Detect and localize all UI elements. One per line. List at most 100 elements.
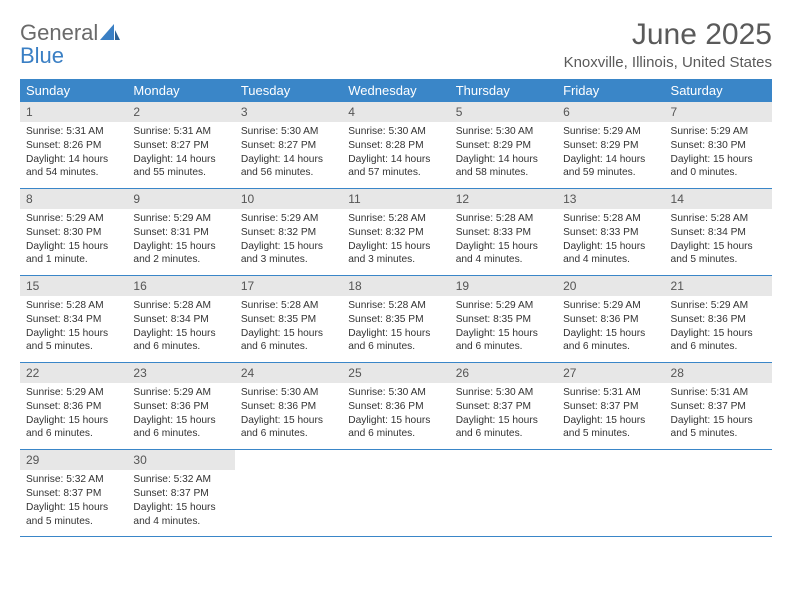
day-details: Sunrise: 5:28 AMSunset: 8:34 PMDaylight:… (665, 209, 772, 275)
sunrise-line: Sunrise: 5:29 AM (26, 212, 121, 226)
sunrise-line: Sunrise: 5:30 AM (241, 386, 336, 400)
day-details: Sunrise: 5:28 AMSunset: 8:32 PMDaylight:… (342, 209, 449, 275)
sunrise-line: Sunrise: 5:29 AM (563, 125, 658, 139)
sunset-line: Sunset: 8:37 PM (563, 400, 658, 414)
sunrise-line: Sunrise: 5:29 AM (241, 212, 336, 226)
daylight-line: Daylight: 15 hours and 6 minutes. (348, 414, 443, 442)
day-details: Sunrise: 5:28 AMSunset: 8:33 PMDaylight:… (450, 209, 557, 275)
header: General Blue June 2025 Knoxville, Illino… (20, 18, 772, 71)
calendar-day (450, 450, 557, 536)
daylight-line: Daylight: 14 hours and 54 minutes. (26, 153, 121, 181)
calendar-day (342, 450, 449, 536)
calendar-day (235, 450, 342, 536)
sunrise-line: Sunrise: 5:30 AM (456, 125, 551, 139)
calendar-day (665, 450, 772, 536)
sunrise-line: Sunrise: 5:28 AM (241, 299, 336, 313)
sunrise-line: Sunrise: 5:29 AM (133, 212, 228, 226)
daylight-line: Daylight: 15 hours and 6 minutes. (26, 414, 121, 442)
calendar-day: 9Sunrise: 5:29 AMSunset: 8:31 PMDaylight… (127, 189, 234, 275)
day-details: Sunrise: 5:31 AMSunset: 8:37 PMDaylight:… (557, 383, 664, 449)
dow-monday: Monday (127, 79, 234, 102)
title-block: June 2025 Knoxville, Illinois, United St… (564, 18, 772, 71)
day-details: Sunrise: 5:28 AMSunset: 8:33 PMDaylight:… (557, 209, 664, 275)
logo-word-1: General (20, 20, 98, 45)
calendar-week: 29 Sunrise: 5:32 AMSunset: 8:37 PM Dayligh… (20, 450, 772, 537)
day-number: 24 (235, 363, 342, 383)
day-details: Sunrise: 5:30 AMSunset: 8:27 PMDaylight:… (235, 122, 342, 188)
sunset-line: Sunset: 8:34 PM (26, 313, 121, 327)
sunrise-line: Sunrise: 5:29 AM (456, 299, 551, 313)
calendar-week: 22Sunrise: 5:29 AMSunset: 8:36 PMDayligh… (20, 363, 772, 450)
day-number: 27 (557, 363, 664, 383)
daylight-line: Daylight: 15 hours and 4 minutes. (563, 240, 658, 268)
day-number: 29 (20, 450, 127, 470)
daylight-line: Daylight: 15 hours and 5 minutes. (671, 240, 766, 268)
daylight-line: Daylight: 15 hours and 5 minutes. (26, 327, 121, 355)
daylight-line: Daylight: 15 hours and 6 minutes. (241, 414, 336, 442)
day-number: 6 (557, 102, 664, 122)
sail-icon (100, 24, 120, 45)
day-details: Sunrise: 5:30 AMSunset: 8:37 PMDaylight:… (450, 383, 557, 449)
calendar-day: 16Sunrise: 5:28 AMSunset: 8:34 PMDayligh… (127, 276, 234, 362)
daylight-line: Daylight: 15 hours and 5 minutes. (563, 414, 658, 442)
daylight-line: Daylight: 15 hours and 4 minutes. (133, 501, 228, 529)
daylight-line: Daylight: 15 hours and 6 minutes. (563, 327, 658, 355)
day-number: 3 (235, 102, 342, 122)
sunrise-line: Sunrise: 5:31 AM (563, 386, 658, 400)
calendar-day: 17Sunrise: 5:28 AMSunset: 8:35 PMDayligh… (235, 276, 342, 362)
day-details: Sunrise: 5:30 AMSunset: 8:36 PMDaylight:… (342, 383, 449, 449)
weeks-container: 1Sunrise: 5:31 AMSunset: 8:26 PMDaylight… (20, 102, 772, 537)
day-details: Sunrise: 5:31 AMSunset: 8:26 PMDaylight:… (20, 122, 127, 188)
sunrise-line: Sunrise: 5:30 AM (348, 386, 443, 400)
calendar-day: 14Sunrise: 5:28 AMSunset: 8:34 PMDayligh… (665, 189, 772, 275)
daylight-line: Daylight: 15 hours and 3 minutes. (241, 240, 336, 268)
day-number: 28 (665, 363, 772, 383)
calendar-day: 6Sunrise: 5:29 AMSunset: 8:29 PMDaylight… (557, 102, 664, 188)
day-details: Sunrise: 5:29 AMSunset: 8:31 PMDaylight:… (127, 209, 234, 275)
calendar-week: 15Sunrise: 5:28 AMSunset: 8:34 PMDayligh… (20, 276, 772, 363)
day-details: Sunrise: 5:29 AMSunset: 8:36 PMDaylight:… (557, 296, 664, 362)
calendar-day: 12Sunrise: 5:28 AMSunset: 8:33 PMDayligh… (450, 189, 557, 275)
day-number: 21 (665, 276, 772, 296)
daylight-line: Daylight: 14 hours and 57 minutes. (348, 153, 443, 181)
sunset-line: Sunset: 8:37 PM (671, 400, 766, 414)
day-details: Sunrise: 5:29 AMSunset: 8:36 PMDaylight:… (665, 296, 772, 362)
day-number: 12 (450, 189, 557, 209)
sunrise-line: Sunrise: 5:29 AM (563, 299, 658, 313)
sunset-line: Sunset: 8:37 PM (456, 400, 551, 414)
day-details: Sunrise: 5:28 AMSunset: 8:35 PMDaylight:… (235, 296, 342, 362)
dow-thursday: Thursday (450, 79, 557, 102)
sunset-line: Sunset: 8:29 PM (563, 139, 658, 153)
daylight-line: Daylight: 15 hours and 6 minutes. (348, 327, 443, 355)
calendar-day: 28Sunrise: 5:31 AMSunset: 8:37 PMDayligh… (665, 363, 772, 449)
sunset-line: Sunset: 8:32 PM (241, 226, 336, 240)
calendar-day: 8Sunrise: 5:29 AMSunset: 8:30 PMDaylight… (20, 189, 127, 275)
daylight-line: Daylight: 15 hours and 3 minutes. (348, 240, 443, 268)
daylight-line: Daylight: 15 hours and 1 minute. (26, 240, 121, 268)
sunrise-line: Sunrise: 5:30 AM (456, 386, 551, 400)
sunrise-line: Sunrise: 5:32 AM (26, 473, 121, 487)
sunset-line: Sunset: 8:26 PM (26, 139, 121, 153)
day-details: Sunrise: 5:28 AMSunset: 8:34 PMDaylight:… (127, 296, 234, 362)
daylight-line: Daylight: 15 hours and 4 minutes. (456, 240, 551, 268)
sunset-line: Sunset: 8:34 PM (133, 313, 228, 327)
daylight-line: Daylight: 15 hours and 6 minutes. (133, 414, 228, 442)
day-number: 9 (127, 189, 234, 209)
calendar-day: 2Sunrise: 5:31 AMSunset: 8:27 PMDaylight… (127, 102, 234, 188)
calendar-day: 25Sunrise: 5:30 AMSunset: 8:36 PMDayligh… (342, 363, 449, 449)
sunrise-line: Sunrise: 5:28 AM (26, 299, 121, 313)
day-number: 15 (20, 276, 127, 296)
day-number: 18 (342, 276, 449, 296)
day-details: Sunrise: 5:31 AMSunset: 8:27 PMDaylight:… (127, 122, 234, 188)
sunrise-line: Sunrise: 5:28 AM (456, 212, 551, 226)
sunset-line: Sunset: 8:34 PM (671, 226, 766, 240)
sunset-line: Sunset: 8:31 PM (133, 226, 228, 240)
sunset-line: Sunset: 8:30 PM (671, 139, 766, 153)
sunset-line: Sunset: 8:30 PM (26, 226, 121, 240)
day-number: 4 (342, 102, 449, 122)
sunrise-line: Sunrise: 5:28 AM (348, 212, 443, 226)
daylight-line: Daylight: 15 hours and 6 minutes. (133, 327, 228, 355)
daylight-line: Daylight: 15 hours and 6 minutes. (456, 327, 551, 355)
sunset-line: Sunset: 8:37 PM (26, 487, 121, 501)
sunset-line: Sunset: 8:36 PM (348, 400, 443, 414)
